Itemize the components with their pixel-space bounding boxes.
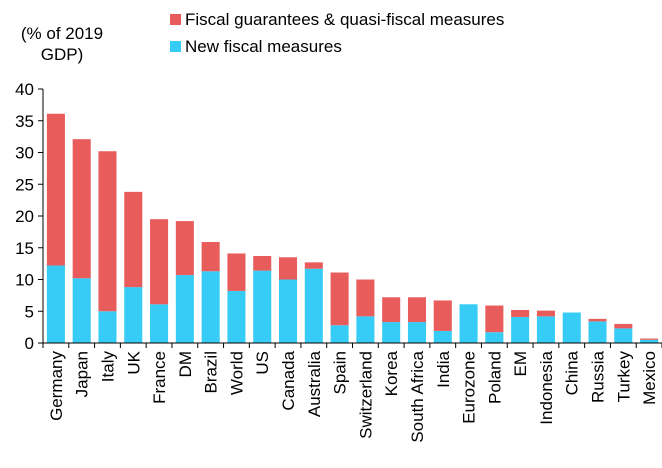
bar-fiscal-us — [253, 270, 272, 343]
bar-fiscal-australia — [304, 268, 323, 343]
bar-guarantees-switzerland — [356, 279, 375, 317]
bar-fiscal-france — [150, 304, 169, 343]
bar-fiscal-world — [227, 290, 246, 343]
y-tick-label: 5 — [25, 302, 34, 321]
bar-fiscal-poland — [485, 332, 504, 343]
x-tick-label: DM — [176, 351, 195, 377]
bar-fiscal-italy — [98, 311, 117, 343]
legend-swatch-guarantees — [170, 14, 181, 25]
x-tick-label: India — [434, 350, 453, 387]
bar-guarantees-japan — [72, 139, 91, 279]
bar-guarantees-korea — [382, 297, 401, 323]
bar-fiscal-brazil — [201, 271, 220, 343]
bar-fiscal-japan — [72, 278, 91, 343]
bar-guarantees-us — [253, 256, 272, 271]
bar-guarantees-australia — [304, 262, 323, 269]
x-tick-label: China — [563, 350, 582, 395]
x-tick-label: Canada — [279, 350, 298, 410]
bar-fiscal-russia — [588, 321, 607, 343]
bar-guarantees-south-africa — [407, 297, 427, 323]
x-tick-label: EM — [511, 351, 530, 377]
y-tick-label: 35 — [15, 112, 34, 131]
bar-guarantees-dm — [175, 221, 194, 276]
bar-guarantees-world — [227, 253, 246, 291]
bar-fiscal-canada — [278, 279, 298, 343]
legend-swatch-fiscal — [170, 41, 181, 52]
x-tick-label: Russia — [589, 350, 608, 403]
bar-fiscal-spain — [330, 325, 349, 343]
bar-guarantees-spain — [330, 272, 349, 326]
unit-label-line1: (% of 2019 — [20, 24, 104, 43]
x-tick-label: UK — [124, 350, 143, 374]
y-tick-label: 15 — [15, 239, 34, 258]
x-tick-label: Eurozone — [460, 351, 479, 424]
y-tick-label: 0 — [25, 334, 34, 353]
bar-guarantees-turkey — [614, 323, 633, 329]
bar-fiscal-germany — [46, 265, 65, 343]
legend-item-fiscal: New fiscal measures — [170, 33, 504, 60]
bar-fiscal-india — [433, 330, 452, 343]
bar-fiscal-indonesia — [536, 316, 555, 343]
bar-fiscal-em — [511, 316, 530, 343]
bar-guarantees-uk — [124, 191, 143, 288]
x-tick-label: Italy — [98, 351, 117, 383]
bar-guarantees-italy — [98, 151, 117, 312]
bar-guarantees-mexico — [640, 338, 659, 340]
x-tick-label: Australia — [305, 350, 324, 417]
bar-guarantees-germany — [46, 113, 65, 266]
y-tick-label: 40 — [15, 80, 34, 99]
bar-fiscal-south-africa — [407, 322, 427, 343]
bar-guarantees-em — [511, 309, 530, 317]
bar-guarantees-indonesia — [536, 310, 555, 317]
y-tick-label: 20 — [15, 207, 34, 226]
bar-guarantees-poland — [485, 305, 504, 333]
legend-label-guarantees: Fiscal guarantees & quasi-fiscal measure… — [185, 10, 505, 29]
bar-fiscal-china — [562, 312, 581, 343]
x-tick-label: Brazil — [202, 351, 221, 394]
x-tick-label: Korea — [382, 350, 401, 396]
bar-guarantees-russia — [588, 318, 607, 322]
bar-fiscal-turkey — [614, 328, 633, 343]
bar-guarantees-canada — [278, 257, 298, 280]
x-tick-label: Switzerland — [356, 351, 375, 439]
bar-fiscal-korea — [382, 322, 401, 343]
legend-item-guarantees: Fiscal guarantees & quasi-fiscal measure… — [170, 6, 504, 33]
x-tick-label: South Africa — [408, 350, 427, 442]
bar-fiscal-switzerland — [356, 316, 375, 343]
x-tick-label: France — [150, 351, 169, 404]
bar-fiscal-dm — [175, 275, 194, 343]
x-tick-label: Spain — [331, 351, 350, 394]
bar-fiscal-mexico — [640, 339, 659, 343]
x-tick-label: Turkey — [614, 351, 633, 403]
x-tick-label: US — [253, 351, 272, 375]
chart-legend: Fiscal guarantees & quasi-fiscal measure… — [170, 6, 504, 60]
bar-guarantees-france — [150, 219, 169, 305]
bar-guarantees-brazil — [201, 242, 220, 272]
x-tick-label: Japan — [73, 351, 92, 397]
bar-fiscal-eurozone — [459, 304, 478, 343]
bar-fiscal-uk — [124, 287, 143, 343]
x-tick-label: Mexico — [640, 351, 659, 405]
x-tick-label: Indonesia — [537, 350, 556, 424]
y-tick-label: 25 — [15, 175, 34, 194]
x-tick-label: Germany — [47, 351, 66, 421]
y-axis-unit-label: (% of 2019 GDP) — [6, 23, 118, 65]
y-tick-label: 10 — [15, 271, 34, 290]
x-tick-label: Poland — [485, 351, 504, 404]
y-tick-label: 30 — [15, 144, 34, 163]
bar-guarantees-india — [433, 300, 452, 331]
legend-label-fiscal: New fiscal measures — [185, 37, 342, 56]
x-tick-label: World — [227, 351, 246, 395]
unit-label-line2: GDP) — [40, 45, 84, 64]
